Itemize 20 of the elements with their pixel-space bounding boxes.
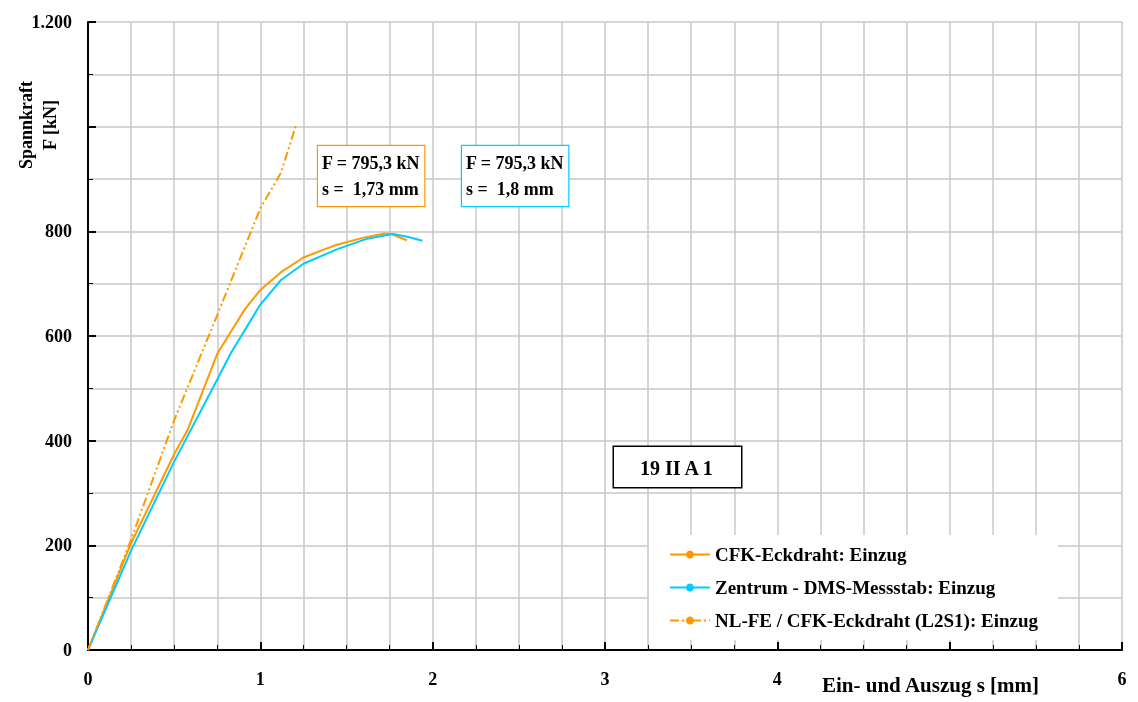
annotation: F = 795,3 kN s = 1,8 mm (466, 153, 564, 199)
x-tick-label: 6 (1117, 669, 1127, 689)
legend-label: NL-FE / CFK-Eckdraht (L2S1): Einzug (714, 610, 1039, 632)
y-tick-label: 200 (45, 535, 72, 556)
y-tick-label: 800 (45, 221, 72, 242)
y-tick-label: 1.200 (31, 12, 72, 32)
x-tick-label: 2 (428, 669, 438, 689)
legend-label: Zentrum - DMS-Messstab: Einzug (714, 577, 996, 598)
y-tick-label: 600 (45, 326, 72, 346)
y-tick-label: 0 (63, 640, 72, 660)
y-tick-label: 400 (45, 430, 72, 451)
annotation: 19 II A 1 (640, 457, 713, 479)
x-tick-label: 3 (600, 669, 610, 689)
x-tick-label: 0 (83, 669, 93, 689)
x-axis-title: Ein- und Auszug s [mm] (822, 672, 1040, 697)
x-tick-label: 1 (255, 669, 265, 689)
x-tick-label: 4 (772, 669, 782, 689)
annotation: F = 795,3 kN s = 1,73 mm (322, 153, 420, 199)
legend-label: CFK-Eckdraht: Einzug (714, 544, 908, 565)
y-axis-title: Spannkraft F [kN] (16, 80, 60, 170)
